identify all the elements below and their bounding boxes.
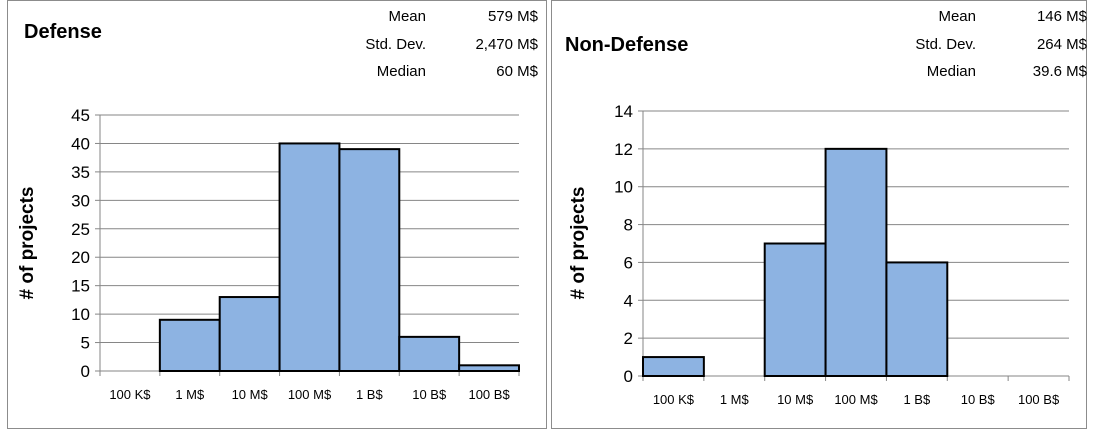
stat-stddev-label: Std. Dev. — [915, 36, 976, 53]
y-tick-label: 25 — [71, 220, 90, 239]
x-tick-label: 1 B$ — [356, 387, 384, 402]
x-tick-label: 100 M$ — [834, 392, 878, 407]
y-tick-label: 15 — [71, 277, 90, 296]
stat-mean-label: Mean — [388, 8, 426, 25]
stat-mean-value: 146 M$ — [1036, 8, 1087, 25]
stat-median-value: 39.6 M$ — [1032, 63, 1087, 80]
y-tick-label: 10 — [614, 178, 633, 197]
y-tick-label: 12 — [614, 140, 633, 159]
chart-title: Defense — [24, 21, 102, 43]
y-tick-label: 4 — [624, 291, 633, 310]
y-tick-label: 2 — [624, 329, 633, 348]
chart-title: Non-Defense — [565, 34, 689, 56]
histogram-bar — [218, 296, 281, 372]
stat-mean-label: Mean — [938, 8, 976, 25]
stat-median-label: Median — [926, 63, 976, 80]
histogram-bar — [763, 242, 827, 377]
histogram-bar — [885, 261, 949, 377]
y-tick-label: 8 — [624, 216, 633, 235]
y-tick-label: 45 — [71, 106, 90, 125]
x-tick-label: 1 B$ — [903, 392, 931, 407]
x-tick-label: 1 M$ — [175, 387, 205, 402]
y-tick-label: 20 — [71, 248, 90, 267]
x-tick-label: 1 M$ — [720, 392, 750, 407]
histogram-bar — [158, 318, 221, 372]
y-tick-label: 35 — [71, 163, 90, 182]
x-tick-label: 100 M$ — [288, 387, 332, 402]
histogram-bar — [398, 335, 461, 373]
x-tick-label: 10 M$ — [232, 387, 269, 402]
y-tick-label: 30 — [71, 191, 90, 210]
y-tick-label: 10 — [71, 305, 90, 324]
chart-0: 0 5 10 15 20 25 30 35 40 45 100 K$ 1 M$ 10 M$ 100 M$ 1… — [17, 106, 520, 402]
histogram-bar — [278, 142, 341, 372]
stat-median-value: 60 M$ — [496, 63, 538, 80]
y-axis-label: # of projects — [17, 187, 38, 300]
stat-stddev-value: 2,470 M$ — [475, 36, 538, 53]
y-axis-label: # of projects — [568, 187, 589, 300]
histogram-bar — [642, 356, 705, 378]
chart-1: 0 2 4 6 8 10 12 14 100 K$ 1 M$ 10 M$ 100 M$ 1 B$ 10 B… — [568, 102, 1070, 407]
stat-stddev-value: 264 M$ — [1036, 36, 1087, 53]
histogram-bar — [824, 147, 888, 377]
y-tick-label: 40 — [71, 134, 90, 153]
stat-median-label: Median — [376, 63, 426, 80]
x-tick-label: 10 B$ — [412, 387, 447, 402]
x-tick-label: 100 B$ — [1018, 392, 1060, 407]
y-tick-label: 0 — [624, 367, 633, 386]
stat-mean-value: 579 M$ — [487, 8, 538, 25]
x-tick-label: 100 B$ — [468, 387, 510, 402]
y-tick-label: 5 — [81, 334, 90, 353]
x-tick-label: 10 B$ — [961, 392, 996, 407]
histogram-bar — [458, 364, 520, 372]
x-tick-label: 100 K$ — [653, 392, 695, 407]
y-tick-label: 0 — [81, 362, 90, 381]
x-tick-label: 10 M$ — [777, 392, 814, 407]
histogram-bar — [338, 148, 401, 372]
stat-stddev-label: Std. Dev. — [365, 36, 426, 53]
y-tick-label: 6 — [624, 253, 633, 272]
x-tick-label: 100 K$ — [109, 387, 151, 402]
y-tick-label: 14 — [614, 102, 633, 121]
